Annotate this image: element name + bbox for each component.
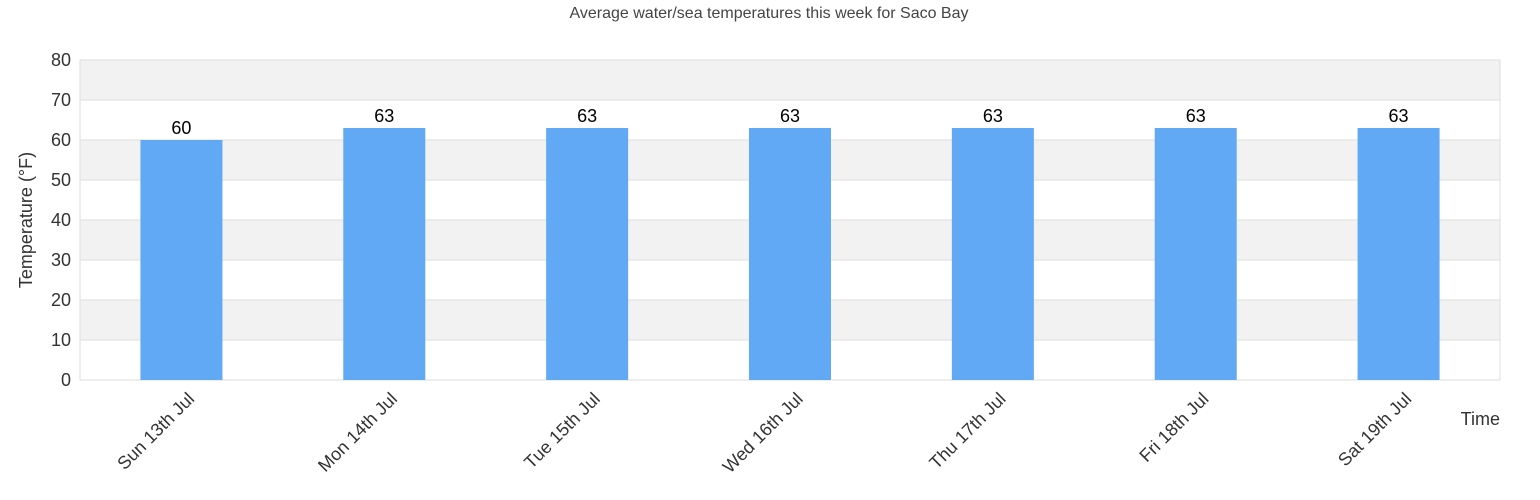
y-axis-label: Temperature (°F) (16, 152, 36, 288)
y-tick-label: 70 (51, 90, 71, 110)
bar-value-label: 60 (171, 118, 191, 138)
bar (749, 128, 831, 380)
y-tick-label: 50 (51, 170, 71, 190)
y-tick-label: 20 (51, 290, 71, 310)
bar (1154, 128, 1237, 380)
y-tick-label: 10 (51, 330, 71, 350)
x-axis-label: Time (1461, 409, 1500, 429)
bar-value-label: 63 (983, 106, 1003, 126)
y-tick-label: 80 (51, 50, 71, 70)
bar-value-label: 63 (780, 106, 800, 126)
chart-title: Average water/sea temperatures this week… (569, 5, 968, 22)
x-category-label: Fri 18th Jul (1135, 389, 1212, 466)
plot-band (80, 60, 1500, 100)
bar-value-label: 63 (1389, 106, 1409, 126)
bar (951, 128, 1034, 380)
x-category-label: Sat 19th Jul (1334, 389, 1415, 470)
bar (546, 128, 629, 380)
y-axis-ticks: 0 10 20 30 40 50 60 70 80 (51, 50, 71, 390)
bar (343, 128, 426, 380)
bar (1357, 128, 1440, 380)
data-labels: 60 63 63 63 63 63 63 (171, 106, 1408, 138)
x-category-label: Thu 17th Jul (925, 389, 1009, 473)
bar-value-label: 63 (1186, 106, 1206, 126)
x-category-label: Mon 14th Jul (314, 389, 401, 476)
y-tick-label: 0 (61, 370, 71, 390)
y-tick-label: 30 (51, 250, 71, 270)
bar-value-label: 63 (374, 106, 394, 126)
bars (140, 128, 1440, 380)
bar-value-label: 63 (577, 106, 597, 126)
x-axis-categories: Sun 13th Jul Mon 14th Jul Tue 15th Jul Wed … (113, 389, 1415, 477)
x-category-label: Tue 15th Jul (520, 389, 604, 473)
y-tick-label: 40 (51, 210, 71, 230)
x-category-label: Wed 16th Jul (719, 389, 807, 477)
x-category-label: Sun 13th Jul (113, 389, 198, 474)
y-tick-label: 60 (51, 130, 71, 150)
bar (140, 140, 223, 380)
